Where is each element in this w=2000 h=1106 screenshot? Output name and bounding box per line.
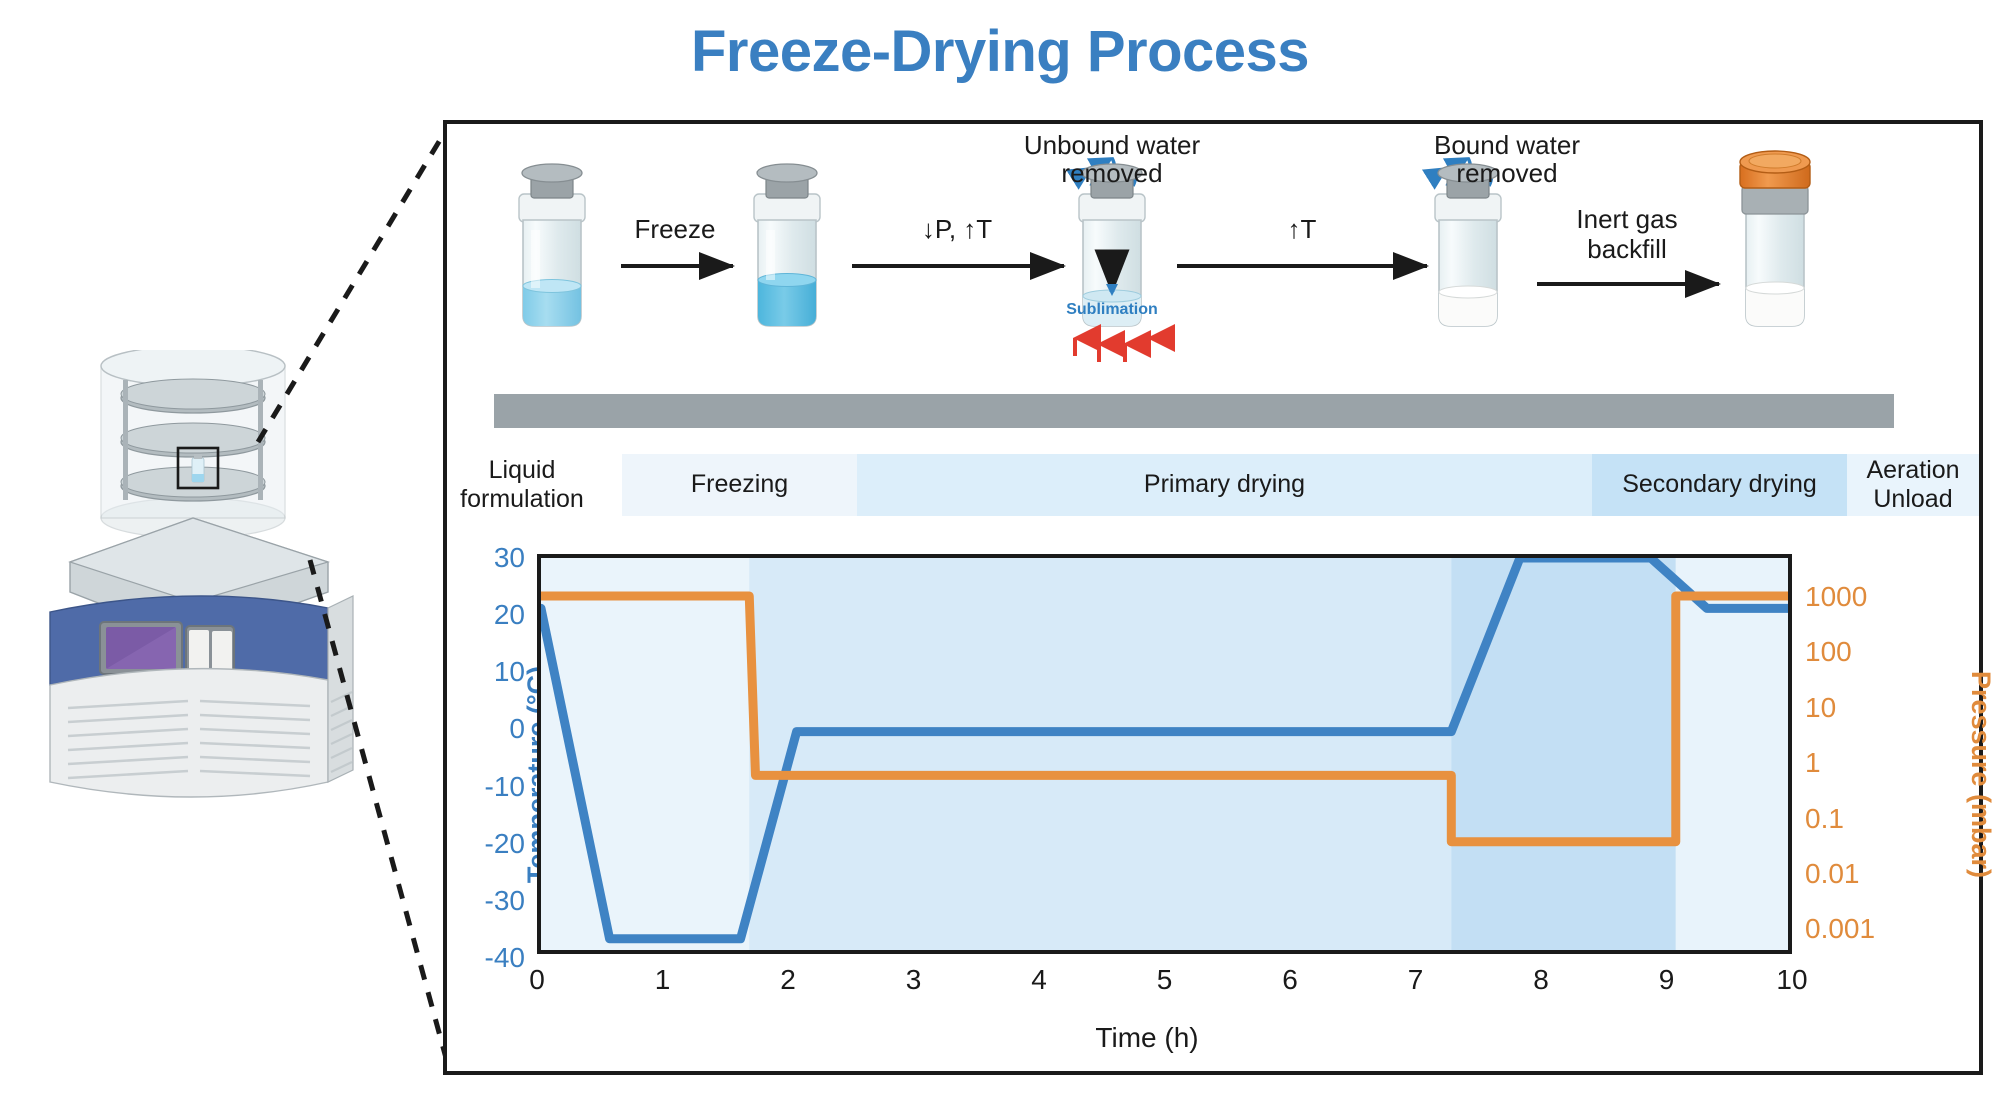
y-tick-left: -40 [484, 942, 525, 973]
chart-region-aeration [1675, 558, 1788, 950]
process-stage-bands: Liquid formulation Freezing Primary dryi… [447, 454, 1987, 516]
dryer-shelves [120, 378, 266, 502]
y-tick-right: 0.01 [1805, 857, 1860, 889]
vial-liquid [518, 163, 586, 327]
y-tick-right: 100 [1805, 636, 1852, 668]
x-tick: 10 [1776, 964, 1808, 995]
chart-region-secondary-drying [1451, 558, 1676, 950]
shelf-heat-arrows [1073, 324, 1175, 362]
y-axis-ticks-right: 1000 100 10 1 0.1 0.01 0.001 [1805, 554, 1915, 954]
y-tick-right: 1000 [1805, 580, 1868, 612]
sublimation-label: Sublimation [1066, 301, 1158, 318]
zoom-connector-lines [255, 130, 449, 1059]
stage-band-aeration-unload: Aeration Unload [1847, 454, 1979, 516]
ventilation-grille [67, 699, 311, 780]
button-right [212, 631, 232, 673]
x-tick: 9 [1658, 964, 1675, 995]
x-tick: 8 [1533, 964, 1549, 995]
head-label-1b: removed [1456, 158, 1557, 188]
diagram-frame: Freeze ↓P, ↑T [443, 120, 1996, 1075]
y-tick-right: 1 [1805, 747, 1821, 779]
head-label-0a: Unbound water [1024, 130, 1201, 160]
y-axis-ticks-left: 30 20 10 0 -10 -20 -30 -40 [447, 542, 525, 973]
stage-band-freezing: Freezing [622, 454, 857, 516]
vial-secondary-drying [1421, 157, 1502, 327]
y-tick-left: 10 [493, 656, 525, 688]
vial-primary-drying: Sublimation [1065, 157, 1175, 362]
freeze-dryer-illustration [49, 350, 354, 798]
y-tick-left: -30 [484, 884, 525, 916]
y-tick-left: 0 [509, 713, 525, 745]
stage-label-liquid-formulation: Liquid formulation [460, 455, 584, 514]
dryer-shelf-bar [494, 394, 1894, 428]
vial-process-row: Freeze ↓P, ↑T [518, 130, 1811, 362]
x-tick: 7 [1407, 964, 1424, 995]
x-tick: 6 [1282, 964, 1298, 995]
x-axis-ticks: 0 1 2 3 4 5 6 7 8 9 10 [529, 964, 1807, 1004]
y-tick-left: 30 [493, 542, 525, 573]
chart-line-pressure [541, 596, 1788, 842]
y-tick-right: 0.001 [1805, 913, 1876, 945]
x-tick: 2 [780, 964, 796, 995]
process-chart: Temperature (°C) Pressure (mbar) Time (h… [447, 542, 1997, 1074]
side-grille [330, 691, 353, 773]
y-tick-right: 10 [1805, 691, 1837, 723]
x-tick: 4 [1031, 964, 1047, 995]
y-tick-left: 20 [493, 599, 525, 631]
transition-label-3b: backfill [1587, 234, 1666, 264]
page-title: Freeze-Drying Process [690, 19, 1310, 84]
button-left [189, 630, 209, 672]
y-axis-label-pressure: Pressure (mbar) [1966, 670, 1997, 879]
vial-highlight-box [176, 446, 220, 490]
transition-label-3a: Inert gas [1576, 204, 1677, 234]
transition-label-2: ↑T [1288, 214, 1317, 244]
x-tick: 1 [654, 964, 671, 995]
stage-band-secondary-drying: Secondary drying [1592, 454, 1847, 516]
chart-region-primary-drying [749, 558, 1452, 950]
y-tick-left: -20 [484, 827, 525, 859]
vial-sealed [1739, 150, 1811, 327]
head-label-1a: Bound water [1434, 130, 1580, 160]
x-tick: 3 [905, 964, 922, 995]
stage-band-primary-drying: Primary drying [857, 454, 1592, 516]
y-tick-right: 0.1 [1805, 802, 1844, 834]
transition-label-1: ↓P, ↑T [922, 214, 992, 244]
x-tick: 5 [1156, 964, 1173, 995]
x-tick: 0 [529, 964, 545, 995]
vial-frozen [753, 163, 821, 327]
transition-label-0: Freeze [635, 214, 716, 244]
y-tick-left: -10 [484, 770, 525, 802]
head-label-0b: removed [1061, 158, 1162, 188]
chart-plot-area [537, 554, 1792, 954]
x-axis-label: Time (h) [1095, 1022, 1199, 1053]
